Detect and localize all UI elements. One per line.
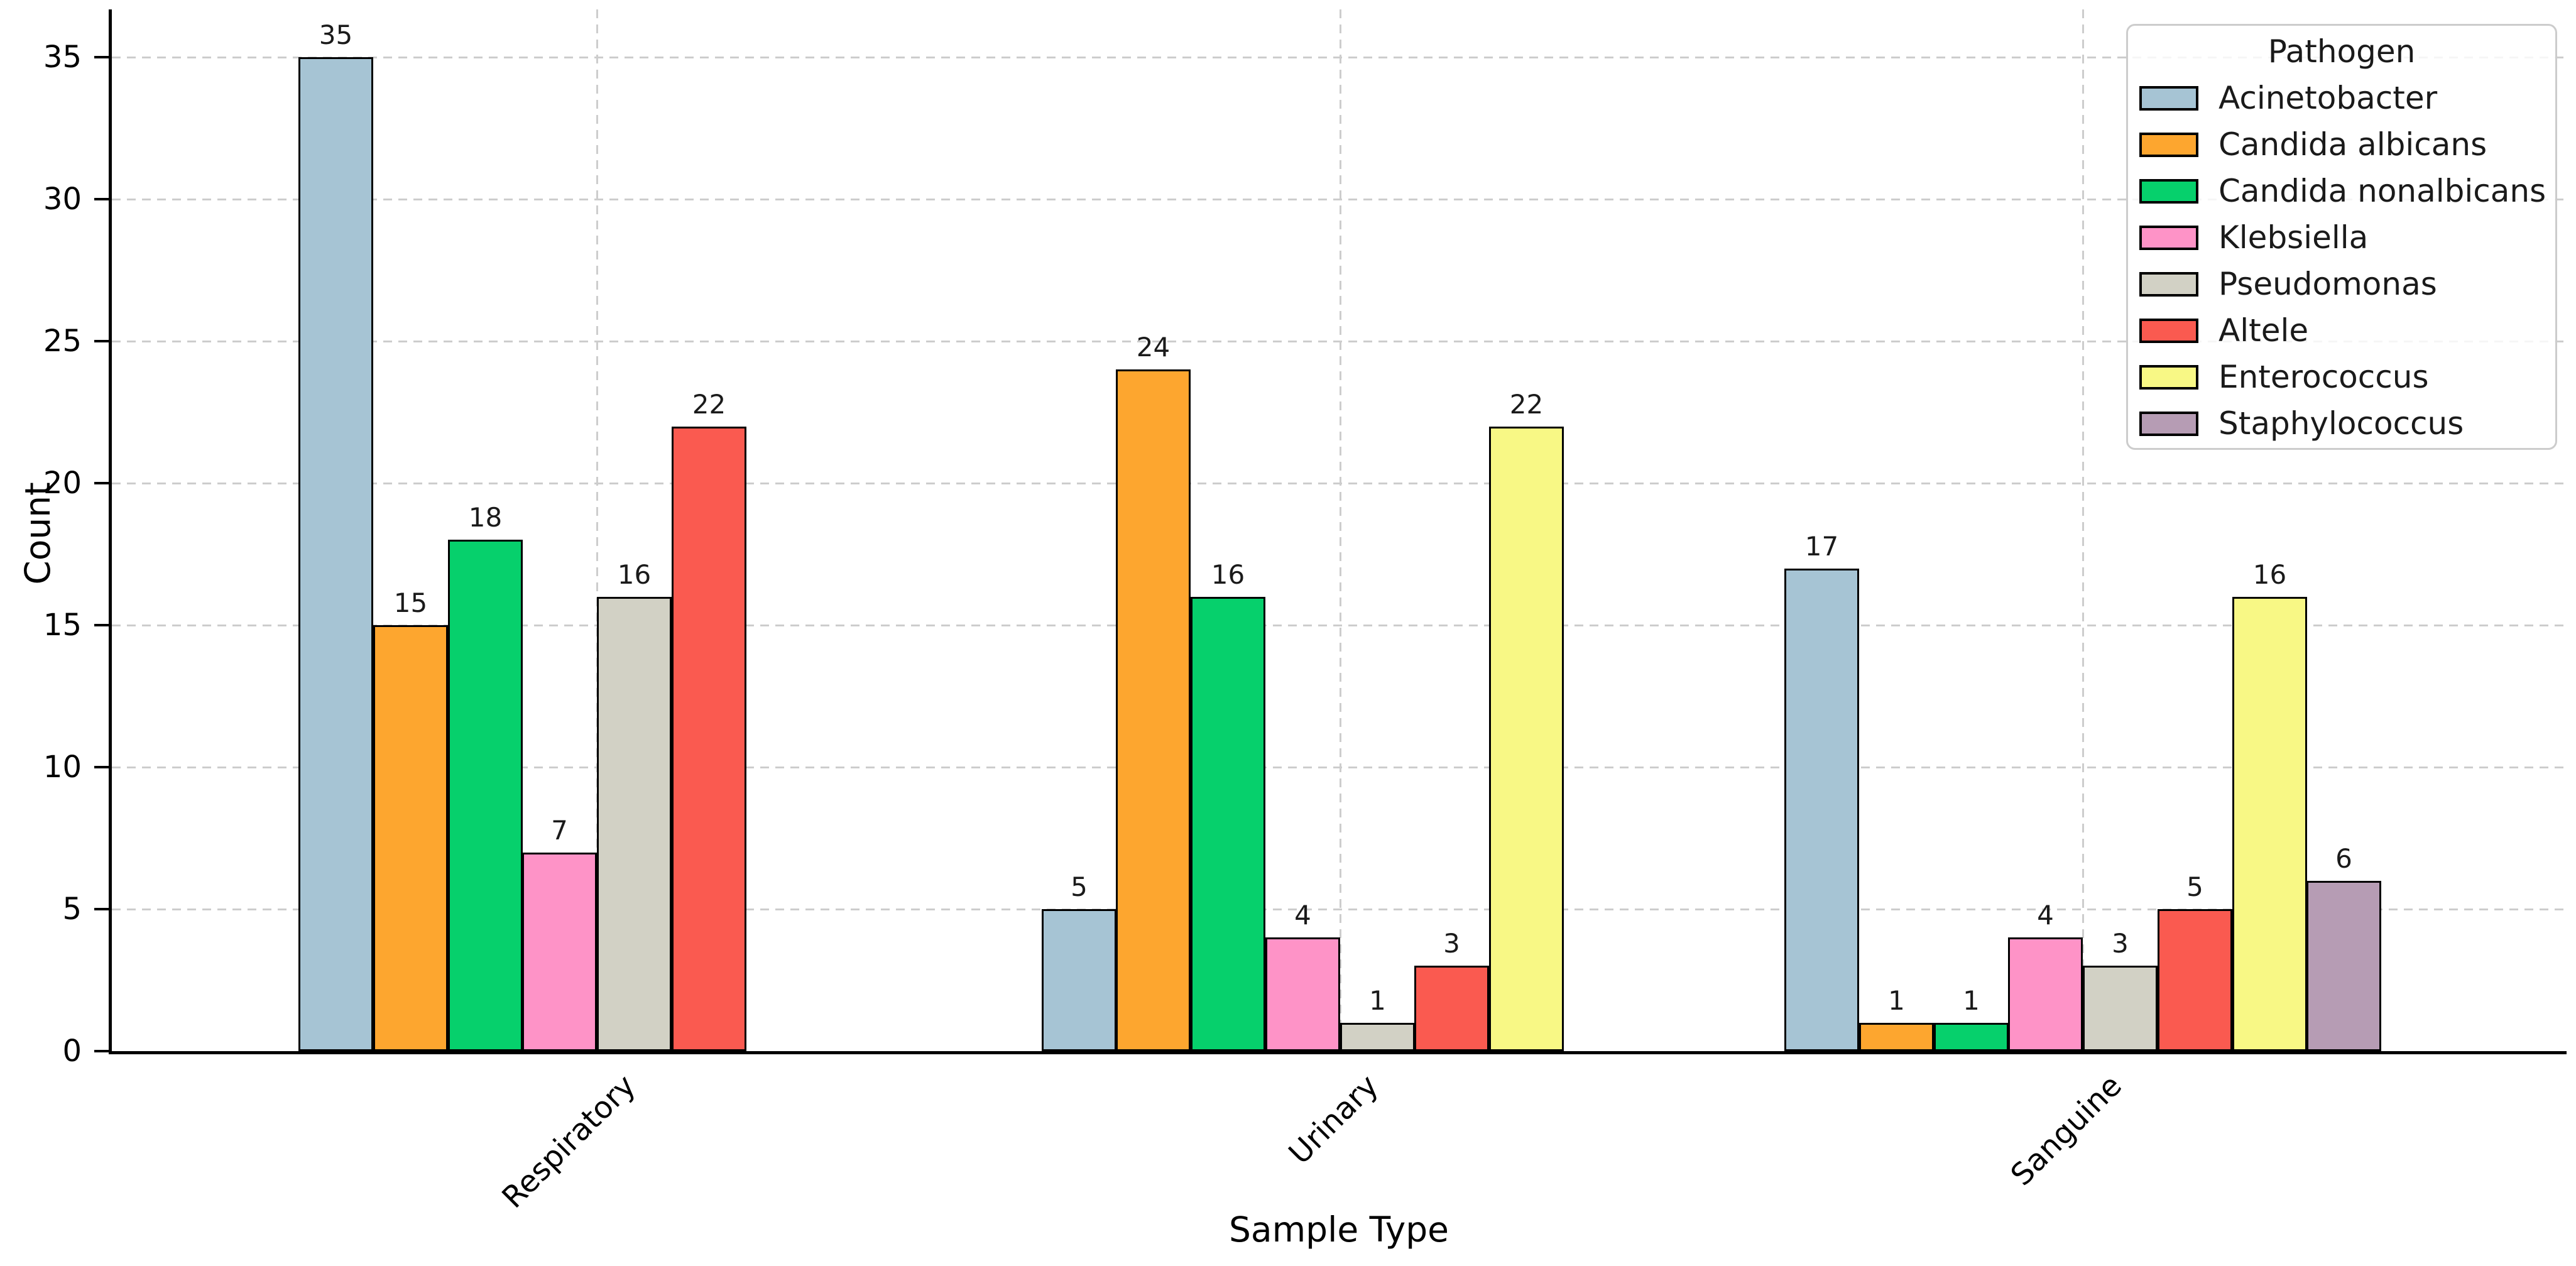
legend-swatch-klebsiella [2139, 225, 2198, 250]
bar-value-respiratory-acinetobacter: 35 [319, 19, 353, 50]
bar-value-sanguine-klebsiella: 4 [2037, 900, 2054, 930]
bar-sanguine-acinetobacter [1784, 569, 1859, 1051]
bar-urinary-klebsiella [1265, 937, 1340, 1051]
legend-swatch-staphylococcus [2139, 411, 2198, 436]
bar-value-sanguine-acinetobacter: 17 [1804, 531, 1839, 562]
legend-item-altele: Altele [2139, 307, 2544, 354]
x-axis-title: Sample Type [1228, 1209, 1449, 1250]
legend-item-klebsiella: Klebsiella [2139, 214, 2544, 261]
legend-item-acinetobacter: Acinetobacter [2139, 75, 2544, 121]
bar-urinary-altele [1414, 966, 1489, 1051]
bar-urinary-candida-nonalbicans [1191, 597, 1265, 1051]
gridline-x-urinary [1339, 9, 1341, 1051]
legend-swatch-pseudomonas [2139, 271, 2198, 297]
bar-respiratory-pseudomonas [597, 597, 672, 1051]
bar-sanguine-staphylococcus [2306, 881, 2381, 1051]
legend: Pathogen Acinetobacter Candida albicans Ca… [2126, 24, 2557, 450]
bar-value-respiratory-altele: 22 [692, 389, 726, 420]
legend-swatch-acinetobacter [2139, 85, 2198, 111]
y-tick-mark-5 [94, 908, 112, 910]
bar-value-respiratory-klebsiella: 7 [551, 815, 568, 846]
bar-value-sanguine-enterococcus: 16 [2252, 559, 2287, 590]
legend-swatch-enterococcus [2139, 364, 2198, 390]
bar-respiratory-klebsiella [522, 853, 597, 1051]
y-tick-label-5: 5 [62, 892, 82, 927]
gridline-x-sanguine [2082, 9, 2084, 1051]
bar-respiratory-candida-albicans [373, 625, 448, 1051]
legend-label-candida-albicans: Candida albicans [2219, 126, 2487, 163]
bar-value-sanguine-altele: 5 [2186, 871, 2203, 902]
legend-swatch-candida-albicans [2139, 132, 2198, 157]
y-tick-mark-15 [94, 624, 112, 626]
bar-urinary-enterococcus [1489, 427, 1564, 1051]
legend-label-candida-nonalbicans: Candida nonalbicans [2219, 173, 2546, 209]
bar-sanguine-enterococcus [2232, 597, 2307, 1051]
y-tick-label-25: 25 [43, 324, 82, 359]
legend-item-candida-albicans: Candida albicans [2139, 121, 2544, 168]
bar-respiratory-acinetobacter [298, 57, 373, 1051]
bar-respiratory-altele [672, 427, 746, 1051]
bar-value-sanguine-candida-albicans: 1 [1888, 985, 1905, 1016]
y-tick-mark-0 [94, 1050, 112, 1052]
legend-items: Acinetobacter Candida albicans Candida non… [2139, 75, 2546, 447]
legend-label-altele: Altele [2219, 312, 2309, 349]
y-tick-mark-10 [94, 766, 112, 768]
bar-value-respiratory-pseudomonas: 16 [617, 559, 652, 590]
bar-value-urinary-candida-nonalbicans: 16 [1211, 559, 1245, 590]
y-tick-mark-30 [94, 198, 112, 200]
gridline-x-respiratory [596, 9, 598, 1051]
bar-value-sanguine-staphylococcus: 6 [2335, 843, 2352, 874]
y-tick-mark-35 [94, 56, 112, 58]
bar-value-urinary-klebsiella: 4 [1294, 900, 1311, 930]
x-axis-spine [109, 1051, 2567, 1054]
bar-value-sanguine-pseudomonas: 3 [2112, 928, 2129, 959]
bar-urinary-acinetobacter [1042, 909, 1116, 1051]
bar-sanguine-candida-nonalbicans [1934, 1023, 2009, 1051]
y-tick-label-30: 30 [43, 182, 82, 217]
y-tick-label-20: 20 [43, 466, 82, 501]
bar-urinary-pseudomonas [1340, 1023, 1415, 1051]
bar-sanguine-altele [2158, 909, 2232, 1051]
bar-sanguine-klebsiella [2008, 937, 2083, 1051]
x-tick-label-sanguine: Sanguine [2004, 1067, 2129, 1193]
legend-swatch-candida-nonalbicans [2139, 178, 2198, 204]
y-tick-label-35: 35 [43, 40, 82, 75]
legend-item-enterococcus: Enterococcus [2139, 354, 2544, 400]
bar-value-respiratory-candida-albicans: 15 [393, 587, 428, 618]
bar-value-respiratory-candida-nonalbicans: 18 [468, 502, 503, 533]
bar-value-urinary-pseudomonas: 1 [1369, 985, 1386, 1016]
y-tick-mark-20 [94, 482, 112, 484]
y-tick-mark-25 [94, 340, 112, 342]
bar-value-urinary-enterococcus: 22 [1509, 389, 1544, 420]
y-tick-label-15: 15 [43, 608, 82, 643]
bar-sanguine-pseudomonas [2083, 966, 2158, 1051]
bar-value-sanguine-candida-nonalbicans: 1 [1963, 985, 1980, 1016]
bar-urinary-candida-albicans [1116, 369, 1191, 1051]
bar-value-urinary-altele: 3 [1443, 928, 1460, 959]
legend-item-pseudomonas: Pseudomonas [2139, 261, 2544, 307]
legend-label-acinetobacter: Acinetobacter [2219, 80, 2438, 116]
y-tick-label-10: 10 [43, 750, 82, 785]
bar-respiratory-candida-nonalbicans [448, 540, 523, 1051]
x-tick-label-respiratory: Respiratory [495, 1067, 643, 1215]
legend-label-staphylococcus: Staphylococcus [2219, 405, 2464, 442]
y-tick-label-0: 0 [62, 1034, 82, 1069]
legend-swatch-altele [2139, 318, 2198, 343]
legend-item-staphylococcus: Staphylococcus [2139, 400, 2544, 447]
bar-sanguine-candida-albicans [1859, 1023, 1934, 1051]
legend-item-candida-nonalbicans: Candida nonalbicans [2139, 168, 2546, 214]
bar-value-urinary-candida-albicans: 24 [1136, 332, 1171, 363]
legend-title: Pathogen [2268, 33, 2416, 70]
bar-value-urinary-acinetobacter: 5 [1071, 871, 1088, 902]
legend-label-klebsiella: Klebsiella [2219, 219, 2369, 256]
x-tick-label-urinary: Urinary [1282, 1067, 1385, 1172]
legend-label-pseudomonas: Pseudomonas [2219, 266, 2437, 302]
y-axis-spine [109, 9, 112, 1054]
legend-label-enterococcus: Enterococcus [2219, 359, 2429, 395]
